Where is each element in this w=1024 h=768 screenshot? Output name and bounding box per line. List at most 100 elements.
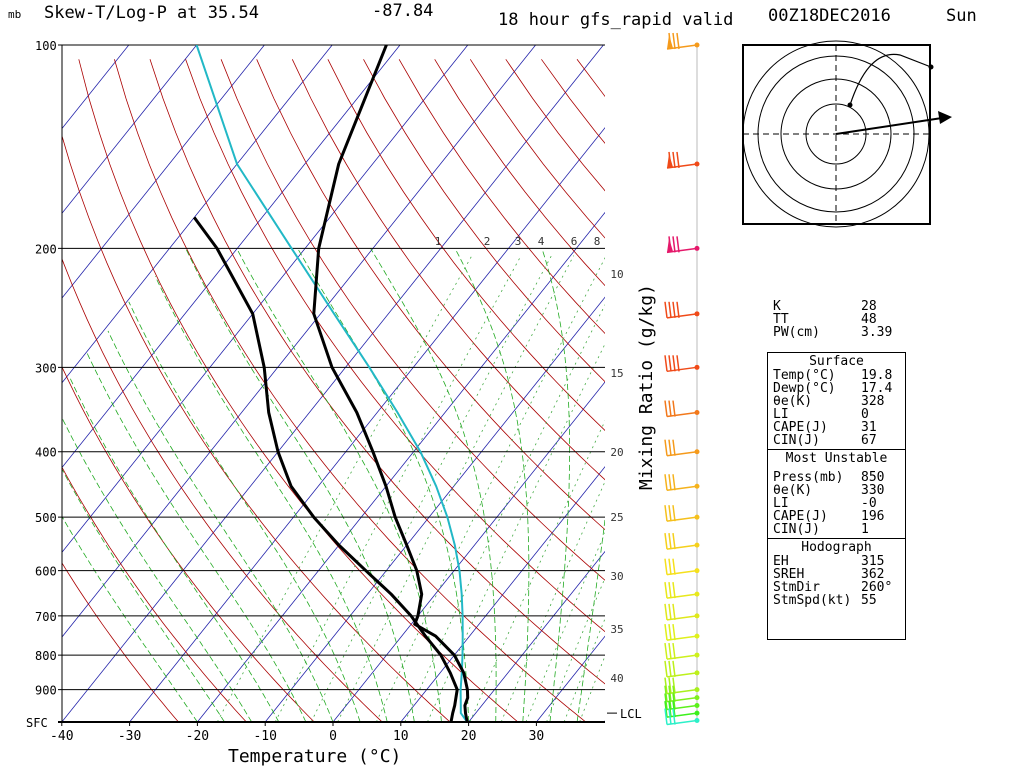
wind-barb-shaft (666, 635, 698, 641)
pressure-lines: 100 200 300 400 500 600 700 800 900 SFC (26, 39, 605, 730)
moist-adiabat (128, 301, 361, 722)
dry-adiabat (62, 366, 315, 722)
index-value: 19.8 (861, 368, 893, 383)
hodograph-indices: EH 315 SREH 362 StmDir 260° StmSpd(kt) 55 (768, 555, 905, 607)
index-value: 55 (861, 593, 877, 608)
isotherm-line (332, 381, 605, 722)
wind-barb-flag (672, 151, 676, 169)
wind-barb-shaft (666, 450, 698, 457)
isotherm-line (62, 45, 197, 214)
wind-barb-dot (694, 702, 700, 708)
moist-adiabat (69, 376, 280, 722)
index-label: EH (773, 554, 789, 569)
hodograph-trace (849, 53, 932, 106)
wind-barb-shaft (666, 516, 698, 522)
wind-barb-dot (694, 514, 700, 520)
pressure-tick-label: 800 (35, 649, 57, 663)
mixing-ratio-label: 8 (594, 235, 601, 248)
valid-day: Sun (946, 6, 977, 26)
wind-barb-flag (668, 603, 672, 620)
index-label: CAPE(J) (773, 420, 828, 435)
mixing-ratio-line (337, 255, 575, 722)
wind-barb-flag (664, 660, 668, 677)
wind-barb-flag (668, 151, 672, 169)
index-row: Temp(°C) 19.8 (773, 369, 905, 382)
pressure-tick-label: 600 (35, 565, 57, 579)
mixing-ratio-label: 4 (538, 235, 545, 248)
mixing-ratio-label: 6 (571, 235, 578, 248)
wind-barb-dot (694, 718, 700, 724)
mixing-ratio-line (525, 532, 605, 722)
wind-barb-flag (664, 685, 668, 702)
wind-barb-flag (664, 701, 668, 718)
pressure-unit-label: mb (8, 8, 22, 21)
wind-barb-flag (664, 603, 668, 620)
surface-indices: Temp(°C) 19.8 Dewp(°C) 17.4 θe(K) 328 LI 0 CAPE(… (768, 369, 905, 447)
mixing-ratio-label: 40 (610, 672, 623, 685)
mixing-ratio-label: 1 (435, 235, 442, 248)
index-value: 3.39 (861, 325, 893, 340)
dry-adiabat (398, 59, 605, 335)
wind-barb-shaft (666, 411, 698, 418)
sounding-profiles (192, 45, 470, 722)
index-value: 850 (861, 470, 885, 485)
dry-adiabat (62, 134, 451, 722)
wind-barb-flag (664, 400, 668, 417)
wind-barb-flag (664, 355, 668, 372)
moist-adiabat (297, 248, 469, 722)
index-label: SREH (773, 567, 805, 582)
wind-barb-shaft (666, 712, 698, 718)
index-row: Dewp(°C) 17.4 (773, 382, 905, 395)
indices-top: K 28 TT 48 PW(cm) 3.39 (773, 300, 918, 339)
index-label: K (773, 299, 781, 314)
surface-section-title: Surface (809, 354, 864, 369)
wind-barb-flag (668, 505, 672, 522)
mixing-ratio-line (427, 343, 605, 722)
wind-barb-flag (664, 708, 668, 725)
moist-adiabat (576, 516, 605, 722)
mixing-ratio-line (375, 257, 605, 722)
wind-barb (664, 642, 700, 660)
temperature-tick-label: -40 (50, 729, 73, 744)
parcel-trace (195, 45, 469, 722)
pressure-tick-label: 400 (35, 446, 57, 460)
wind-barb (664, 558, 700, 576)
mixing-ratio-label: 35 (610, 623, 623, 636)
wind-barb-flag (676, 301, 680, 318)
hodograph-point-start (847, 102, 853, 108)
wind-barb (666, 32, 700, 50)
index-row: CIN(J) 67 (773, 434, 905, 447)
wind-barb-dot (694, 483, 700, 489)
wind-barb-flag (668, 582, 672, 599)
wind-barb-shaft (666, 569, 698, 576)
wind-barb-dot (694, 670, 700, 676)
index-row: CAPE(J) 196 (773, 510, 905, 523)
isotherm-line (62, 45, 469, 553)
lcl-label: LCL (620, 707, 642, 721)
wind-barb-shaft (666, 654, 698, 660)
wind-barb-flag (668, 474, 672, 491)
wind-barb-flag (672, 301, 676, 318)
wind-barb (666, 151, 700, 169)
temperature-tick-label: 10 (393, 729, 409, 744)
wind-barb (664, 474, 700, 492)
dry-adiabat (434, 59, 605, 287)
wind-barb-flag (672, 439, 676, 456)
wind-barb-flag (672, 701, 676, 718)
mixing-ratio-label: 20 (610, 446, 623, 459)
wind-barb-flag (664, 693, 668, 710)
wind-barb-flag (668, 685, 672, 702)
wind-barb (664, 301, 700, 319)
index-row: TT 48 (773, 313, 918, 326)
mixing-ratio-line (274, 255, 522, 722)
wind-barb-flag (668, 400, 672, 417)
pressure-tick-label: 200 (35, 242, 57, 256)
wind-barb-flag (668, 701, 672, 718)
moist-adiabat (236, 248, 442, 722)
wind-barb-dot (694, 364, 700, 370)
index-row: CIN(J) 1 (773, 523, 905, 536)
mixing-ratio-line (216, 255, 473, 722)
isotherm-line (62, 45, 130, 130)
wind-barb-flag (664, 642, 668, 660)
wind-barb (664, 708, 700, 726)
